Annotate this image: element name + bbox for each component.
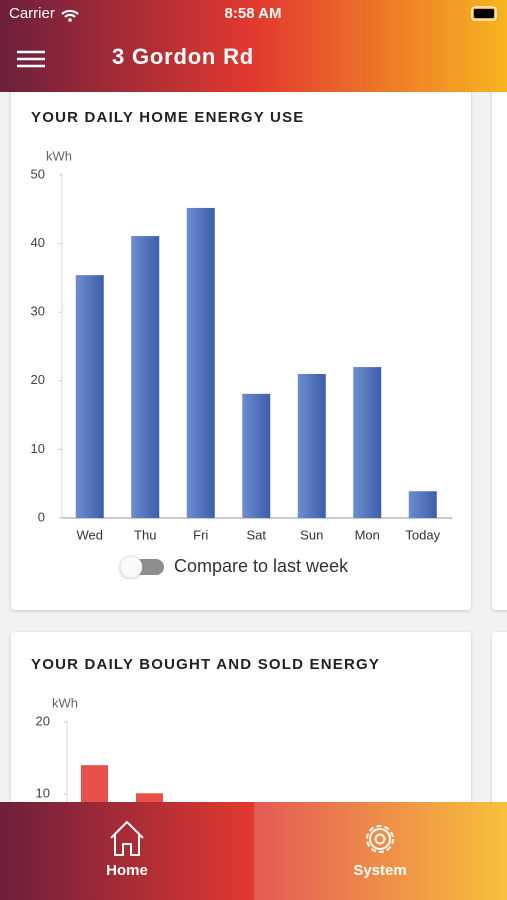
y-tick-label: 10 xyxy=(31,441,45,456)
x-tick-label: Sun xyxy=(300,527,323,542)
clock: 8:58 AM xyxy=(225,5,282,22)
x-tick-label: Sat xyxy=(246,527,266,542)
nav-tab xyxy=(0,802,254,900)
x-tick-label: Mon xyxy=(355,527,380,542)
nav-label: System xyxy=(353,862,406,879)
bar xyxy=(131,236,160,518)
x-tick-label: Thu xyxy=(134,527,156,542)
wifi-icon xyxy=(61,9,79,18)
bar xyxy=(186,207,215,519)
nav-system[interactable]: System xyxy=(254,802,507,900)
y-tick-label: 30 xyxy=(31,304,45,319)
header xyxy=(0,0,507,92)
y-unit-label: kWh xyxy=(52,695,78,710)
chart-title: YOUR DAILY BOUGHT AND SOLD ENERGY xyxy=(31,656,380,673)
chart-title: YOUR DAILY HOME ENERGY USE xyxy=(31,109,304,126)
bar xyxy=(353,367,382,518)
card-peek xyxy=(492,80,507,610)
gear-icon xyxy=(366,825,394,853)
y-tick-label: 0 xyxy=(38,509,45,524)
nav-label: Home xyxy=(106,862,148,879)
y-tick-label: 20 xyxy=(36,713,50,728)
gear-hub xyxy=(374,833,386,845)
bar-chart: YOUR DAILY HOME ENERGY USE kWh 0 10 20 30 40 50… xyxy=(31,109,453,542)
battery xyxy=(471,6,497,21)
wifi-dot xyxy=(68,18,72,22)
menu-button[interactable] xyxy=(17,50,45,68)
home-icon xyxy=(110,821,144,856)
bar xyxy=(75,275,104,518)
toggle-thumb xyxy=(119,555,143,579)
battery-level xyxy=(474,9,494,18)
gear-ring xyxy=(369,828,391,850)
nav-home[interactable]: Home xyxy=(0,802,254,900)
y-tick-label: 40 xyxy=(31,235,45,250)
bar xyxy=(408,491,437,518)
y-tick-label: 20 xyxy=(31,372,45,387)
bar xyxy=(242,393,271,518)
x-tick-label: Fri xyxy=(193,527,208,542)
x-tick-label: Today xyxy=(405,527,440,542)
toggle-label: Compare to last week xyxy=(174,556,349,576)
bar xyxy=(297,373,326,518)
y-unit-label: kWh xyxy=(46,148,72,163)
x-tick-label: Wed xyxy=(77,527,104,542)
carrier: Carrier xyxy=(9,5,55,22)
compare-toggle[interactable]: Compare to last week xyxy=(119,555,349,579)
y-tick-label: 10 xyxy=(36,785,50,800)
y-tick-label: 50 xyxy=(31,166,45,181)
header-title: 3 Gordon Rd xyxy=(112,44,254,69)
